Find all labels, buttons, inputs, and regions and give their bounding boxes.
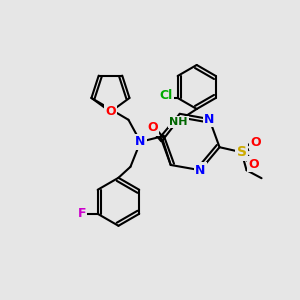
Text: S: S bbox=[236, 145, 247, 159]
Text: O: O bbox=[147, 122, 158, 134]
Text: N: N bbox=[204, 112, 214, 125]
Text: Cl: Cl bbox=[159, 89, 172, 103]
Text: F: F bbox=[77, 207, 86, 220]
Text: O: O bbox=[248, 158, 259, 171]
Text: N: N bbox=[195, 164, 206, 177]
Text: O: O bbox=[250, 136, 261, 149]
Text: O: O bbox=[105, 105, 116, 118]
Text: N: N bbox=[135, 135, 146, 148]
Text: NH: NH bbox=[169, 117, 188, 127]
